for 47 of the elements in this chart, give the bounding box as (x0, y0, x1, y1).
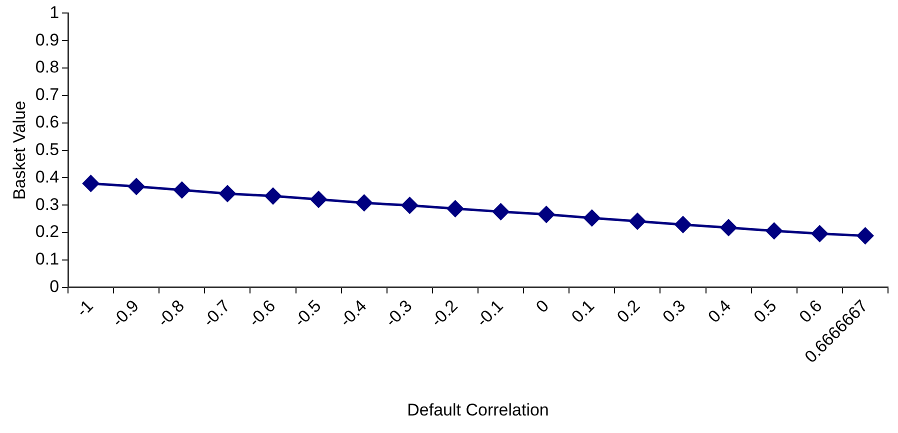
y-tick-label: 0.9 (35, 30, 60, 50)
x-tick-label: -0.4 (336, 296, 370, 330)
x-tick-label: 0.4 (704, 296, 735, 326)
x-tick-label: -0.1 (472, 296, 507, 330)
y-tick-label: 0.7 (35, 85, 60, 104)
point (674, 216, 692, 233)
x-tick-label: 0 (532, 296, 552, 316)
point (720, 219, 737, 236)
point (219, 185, 236, 202)
point (492, 203, 510, 220)
x-axis-title: Default Correlation (407, 400, 549, 420)
point (174, 182, 190, 198)
y-tick-label: 0 (50, 277, 60, 296)
y-tick-label: 0.1 (35, 250, 60, 269)
y-axis-title: Basket Value (10, 100, 29, 200)
point (538, 206, 555, 223)
point (82, 175, 100, 192)
y-tick-label: 1 (50, 2, 60, 22)
point (356, 194, 372, 212)
point (310, 191, 327, 208)
point (856, 228, 874, 244)
x-tick-label: -1 (72, 296, 97, 320)
point (401, 197, 418, 214)
y-tick-label: 0.5 (35, 140, 60, 159)
x-tick-label: -0.5 (290, 296, 325, 330)
y-tick-label: 0.6 (35, 112, 60, 132)
point (446, 200, 464, 217)
x-tick-label: -0.7 (199, 296, 234, 330)
y-tick-label: 0.4 (35, 167, 60, 186)
point (811, 225, 828, 242)
x-tick-label: 0.1 (568, 296, 598, 326)
point (766, 222, 782, 240)
x-tick-label: 0.3 (659, 296, 690, 326)
point (128, 178, 145, 195)
x-tick-label: -0.2 (427, 296, 462, 330)
y-tick-label: 0.8 (35, 58, 60, 77)
x-tick-label: -0.6 (245, 296, 280, 330)
x-tick-label: -0.8 (154, 296, 188, 330)
point (264, 188, 282, 204)
point (584, 210, 600, 226)
x-tick-label: 0.5 (750, 296, 780, 326)
x-tick-label: 0.2 (613, 296, 644, 326)
y-tick-label: 0.3 (35, 194, 60, 214)
x-tick-label: -0.3 (382, 296, 416, 330)
y-tick-label: 0.2 (35, 222, 60, 242)
x-tick-label: -0.9 (108, 296, 143, 330)
point (629, 213, 646, 230)
